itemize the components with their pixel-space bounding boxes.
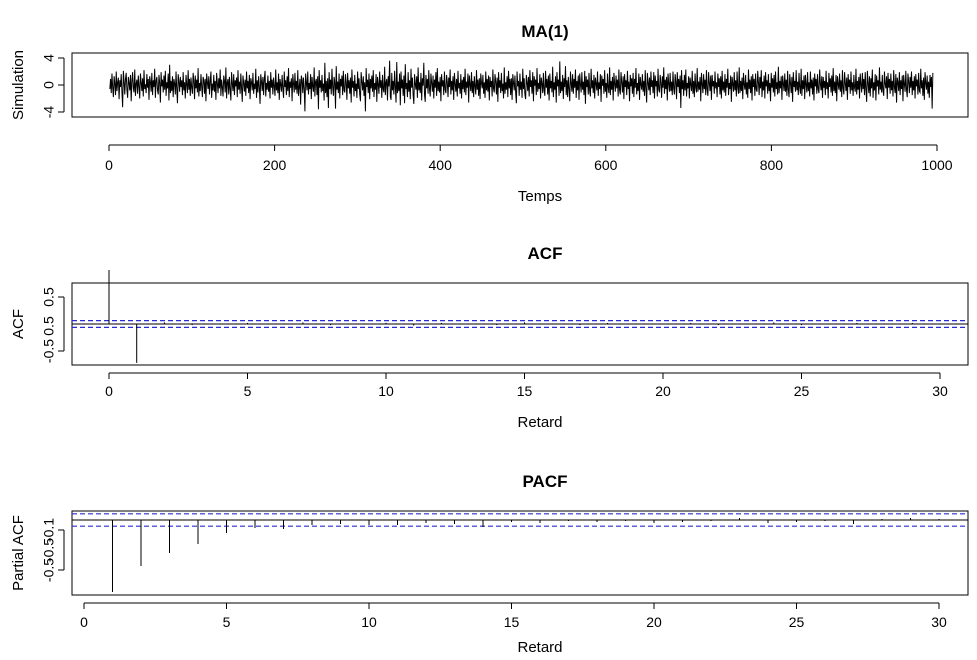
x-tick-label: 30 (931, 614, 947, 630)
x-tick-label: 0 (105, 383, 113, 399)
y-tick-label: -0.5 (41, 339, 57, 363)
y-tick-label: -0.5 (41, 538, 57, 562)
plot-frame (71, 510, 969, 596)
y-tick-label: -0.1 (41, 518, 57, 542)
y-axis: -0.5 0.5 0.5 (41, 287, 65, 363)
x-axis-label: Temps (518, 188, 562, 205)
panel-2: ACF 0 5 10 15 20 25 30 Retard -0.5 0.5 0.5 ACF (10, 244, 969, 431)
x-axis: 0 5 10 15 20 25 30 (80, 602, 947, 630)
plot-frame (71, 52, 969, 118)
x-axis: 0 200 400 600 800 1000 (105, 144, 953, 173)
x-tick-label: 25 (794, 383, 810, 399)
x-tick-label: 20 (646, 614, 662, 630)
x-tick-label: 600 (594, 157, 618, 173)
chart-title: MA(1) (521, 22, 568, 41)
x-tick-label: 20 (655, 383, 671, 399)
x-tick-label: 0 (80, 614, 88, 630)
panel-1: MA(1) 0 200 400 600 800 1000 Temps -4 0 4 Simulatio… (10, 22, 969, 205)
x-axis: 0 5 10 15 20 25 30 (105, 372, 948, 399)
x-tick-label: 15 (504, 614, 520, 630)
series-line (109, 60, 934, 112)
y-tick-label: 0.5 (41, 287, 57, 307)
x-tick-label: 5 (223, 614, 231, 630)
x-tick-label: 1000 (921, 157, 952, 173)
x-tick-label: 800 (760, 157, 784, 173)
x-tick-label: 200 (263, 157, 287, 173)
chart-title: ACF (528, 244, 563, 263)
y-tick-label: 0.5 (41, 316, 57, 336)
x-tick-label: 15 (517, 383, 533, 399)
y-tick-label: -0.5 (41, 558, 57, 582)
x-tick-label: 10 (361, 614, 377, 630)
y-axis-label: ACF (10, 309, 27, 339)
y-tick-label: 0 (41, 81, 57, 89)
y-tick-label: 4 (41, 54, 57, 62)
x-tick-label: 30 (932, 383, 948, 399)
x-tick-label: 5 (244, 383, 252, 399)
y-axis: -4 0 4 (41, 54, 65, 119)
x-tick-label: 25 (789, 614, 805, 630)
x-tick-label: 10 (378, 383, 394, 399)
y-axis: -0.1-0.5-0.5 (41, 518, 65, 582)
x-tick-label: 400 (429, 157, 453, 173)
x-tick-label: 0 (105, 157, 113, 173)
y-axis-label: Partial ACF (10, 515, 27, 591)
y-axis-label: Simulation (10, 50, 27, 120)
x-axis-label: Retard (517, 414, 562, 431)
chart-title: PACF (522, 472, 567, 491)
x-axis-label: Retard (517, 639, 562, 656)
y-tick-label: -4 (41, 106, 57, 119)
